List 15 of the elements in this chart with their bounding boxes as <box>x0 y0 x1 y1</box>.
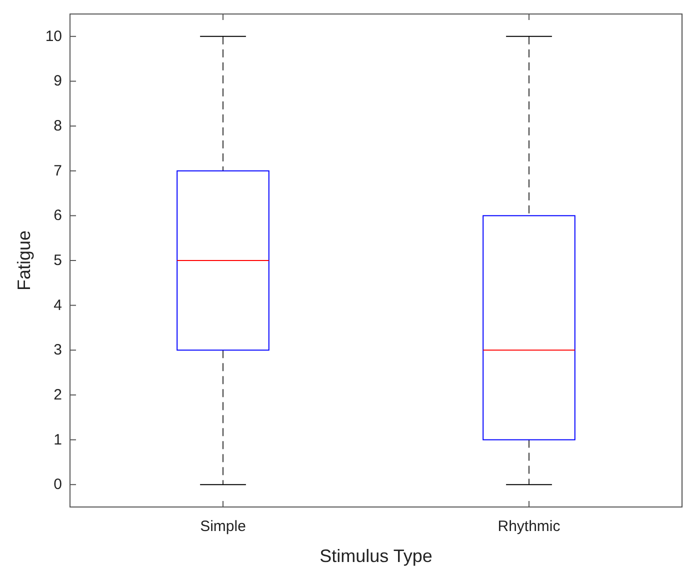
x-axis-title: Stimulus Type <box>320 546 432 566</box>
y-tick-label: 0 <box>54 476 62 494</box>
y-tick-label: 5 <box>54 252 62 269</box>
y-tick-label: 1 <box>54 431 62 448</box>
y-tick-label: 9 <box>54 72 62 90</box>
x-tick-label: Simple <box>200 518 246 535</box>
y-tick-label: 10 <box>45 28 62 45</box>
y-axis-title: Fatigue <box>14 230 34 291</box>
y-tick-label: 3 <box>54 342 62 359</box>
y-tick-label: 7 <box>54 162 62 180</box>
y-tick-label: 6 <box>54 207 62 224</box>
y-tick-label: 8 <box>54 118 62 135</box>
y-tick-label: 4 <box>54 296 62 314</box>
x-tick-label: Rhythmic <box>498 518 561 535</box>
y-tick-label: 2 <box>54 386 62 404</box>
